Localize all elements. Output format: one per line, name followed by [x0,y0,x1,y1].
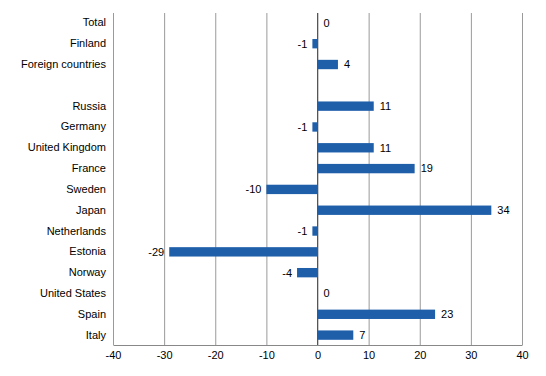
grid-line [471,13,472,345]
category-label: Spain [78,308,106,320]
data-label: 34 [497,204,509,216]
data-label: 11 [380,100,391,112]
data-label: -4 [282,267,292,279]
y-tick: Netherlands [47,225,113,237]
x-tick-label: 0 [315,349,321,361]
x-axis: -40-30-20-10010203040 [106,13,529,361]
bar [318,310,436,319]
bar [318,330,354,339]
bar [312,122,317,131]
grid-line [113,13,114,345]
bar [318,60,338,69]
category-label: Finland [70,37,106,49]
bar [312,226,317,235]
bar [169,247,317,256]
x-tick-label: -30 [157,349,173,361]
data-label: 0 [324,17,330,29]
bar [317,289,318,298]
data-label: 4 [344,58,350,70]
y-tick: Foreign countries [21,58,113,70]
data-label: 0 [324,287,330,299]
category-label: Sweden [66,183,106,195]
grid-line [164,13,165,345]
x-tick-label: 30 [465,349,477,361]
data-label: -1 [298,38,308,50]
x-axis-line [114,345,523,346]
y-tick: Norway [69,266,113,278]
data-label: 11 [380,142,391,154]
x-tick: 30 [465,13,477,361]
data-label: -10 [245,183,261,195]
y-tick: Sweden [66,183,113,195]
y-tick: Total [83,16,113,28]
bar [297,268,317,277]
data-label: -1 [298,121,308,133]
category-label: Italy [86,329,107,341]
y-tick: Japan [76,204,113,216]
bar [317,18,318,27]
chart: -40-30-20-10010203040TotalFinlandForeign… [0,0,546,376]
category-label: Estonia [69,245,107,257]
grid-line [522,13,523,345]
grid-line [420,13,421,345]
x-tick-label: 10 [363,349,375,361]
plot: -40-30-20-10010203040TotalFinlandForeign… [21,13,529,361]
data-label: 7 [359,329,365,341]
x-tick-label: -10 [259,349,275,361]
data-label: 19 [421,162,433,174]
y-tick: Russia [72,100,113,112]
y-tick: France [72,162,113,174]
y-tick: Italy [86,329,113,341]
grid-line [266,13,267,345]
category-label: United Kingdom [28,141,106,153]
data-label: -1 [298,225,308,237]
data-label: 23 [441,308,453,320]
grid-line [215,13,216,345]
bars [169,39,491,340]
x-tick: -40 [106,13,122,361]
x-tick: -30 [157,13,173,361]
bar [312,39,317,48]
data-label: -29 [148,246,164,258]
x-tick-label: -20 [208,349,224,361]
y-tick: Spain [78,308,113,320]
bar [266,185,317,194]
x-tick: -20 [208,13,224,361]
category-label: Germany [61,120,107,132]
category-label: Total [83,16,106,28]
bar [318,164,415,173]
bar [318,206,492,215]
category-label: Netherlands [47,225,107,237]
category-label: Japan [76,204,106,216]
y-tick: United Kingdom [28,141,113,153]
x-tick-label: 20 [414,349,426,361]
x-tick: 40 [516,13,528,361]
category-label: United States [40,287,107,299]
x-tick-label: 40 [516,349,528,361]
category-label: Russia [72,100,107,112]
y-tick: Germany [61,120,113,132]
category-label: Norway [69,266,107,278]
bar [318,101,374,110]
grid-line [369,13,370,345]
data-labels: 0 -1 4 11 -1 11 19 -10 34 -1 -29 -4 0 23 7 [148,17,509,341]
category-label: France [72,162,106,174]
category-label: Foreign countries [21,58,106,70]
x-tick: 10 [363,13,375,361]
y-tick: Finland [70,37,113,49]
bar [318,143,374,152]
y-axis: Total Finland Foreign countries Russia Germa… [21,16,113,340]
x-tick-label: -40 [106,349,122,361]
x-tick: 20 [414,13,426,361]
y-tick: Estonia [69,245,113,257]
y-tick: United States [40,287,113,299]
